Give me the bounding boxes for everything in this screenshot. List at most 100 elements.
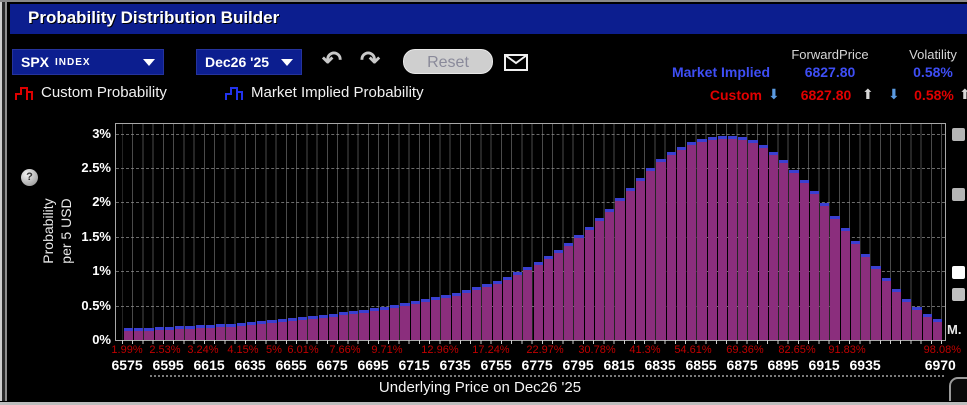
redo-icon[interactable]: ↷	[360, 47, 381, 74]
probability-bar[interactable]	[523, 267, 533, 340]
probability-bar[interactable]	[758, 144, 768, 340]
volatility-down-arrow-icon[interactable]: ⬇	[888, 86, 900, 102]
probability-bar[interactable]	[369, 308, 379, 340]
probability-chart-plot-area[interactable]	[115, 123, 946, 341]
probability-bar[interactable]	[175, 326, 185, 340]
probability-bar[interactable]	[574, 235, 584, 340]
custom-volatility[interactable]: 0.58%	[914, 87, 954, 103]
probability-bar[interactable]	[441, 295, 451, 340]
probability-bar[interactable]	[144, 327, 154, 340]
probability-bar[interactable]	[584, 227, 594, 340]
probability-bar[interactable]	[902, 298, 912, 340]
probability-bar[interactable]	[717, 136, 727, 340]
probability-bar[interactable]	[400, 303, 410, 340]
probability-bar[interactable]	[236, 322, 246, 340]
probability-bar[interactable]	[482, 284, 492, 340]
probability-bar[interactable]	[328, 313, 338, 340]
help-icon[interactable]: ?	[21, 169, 38, 186]
probability-bar[interactable]	[267, 320, 277, 340]
probability-bar[interactable]	[728, 135, 738, 340]
probability-bar[interactable]	[861, 254, 871, 340]
probability-bar[interactable]	[922, 313, 932, 340]
probability-bar[interactable]	[124, 328, 134, 340]
security-dropdown[interactable]: SPX INDEX	[12, 49, 164, 75]
probability-bar[interactable]	[257, 321, 267, 340]
probability-bar[interactable]	[216, 324, 226, 340]
probability-bar[interactable]	[871, 266, 881, 340]
probability-bar[interactable]	[451, 293, 461, 340]
probability-bar[interactable]	[359, 309, 369, 340]
probability-bar[interactable]	[625, 187, 635, 340]
probability-bar[interactable]	[492, 280, 502, 340]
probability-bar[interactable]	[338, 312, 349, 340]
right-edge-handle[interactable]	[952, 288, 965, 301]
probability-bar[interactable]	[850, 240, 861, 340]
probability-bar[interactable]	[308, 316, 318, 340]
probability-bar[interactable]	[553, 249, 564, 340]
probability-bar[interactable]	[830, 215, 840, 340]
probability-bar[interactable]	[891, 289, 902, 340]
probability-bar[interactable]	[697, 139, 707, 340]
probability-bar[interactable]	[195, 325, 205, 340]
probability-bar[interactable]	[768, 151, 779, 340]
probability-bar[interactable]	[318, 315, 328, 340]
probability-bar[interactable]	[410, 301, 420, 340]
right-edge-handle[interactable]	[952, 128, 965, 141]
clipped-corner-button[interactable]	[949, 377, 967, 405]
probability-bar[interactable]	[666, 152, 676, 340]
probability-bar[interactable]	[840, 227, 850, 340]
probability-bar[interactable]	[687, 141, 697, 340]
probability-bar[interactable]	[226, 323, 236, 340]
probability-bar[interactable]	[154, 327, 164, 340]
probability-bar[interactable]	[390, 304, 400, 340]
probability-bar[interactable]	[799, 180, 809, 340]
custom-forward-price[interactable]: 6827.80	[800, 87, 852, 103]
probability-bar[interactable]	[738, 137, 748, 340]
probability-bar[interactable]	[287, 318, 298, 340]
title-bar[interactable]: Probability Distribution Builder	[10, 4, 967, 34]
probability-bar[interactable]	[533, 261, 543, 340]
probability-bar[interactable]	[461, 290, 472, 340]
probability-bar[interactable]	[543, 256, 553, 340]
probability-bar[interactable]	[349, 311, 359, 340]
probability-bar[interactable]	[134, 327, 144, 340]
probability-bar[interactable]	[205, 324, 216, 340]
probability-bar[interactable]	[185, 325, 195, 340]
probability-bar[interactable]	[246, 322, 257, 340]
probability-bar[interactable]	[656, 159, 666, 340]
undo-icon[interactable]: ↶	[322, 47, 343, 74]
probability-bar[interactable]	[594, 218, 605, 340]
probability-bar[interactable]	[932, 319, 942, 340]
forward-price-up-arrow-icon[interactable]: ⬆	[862, 86, 874, 102]
probability-bar[interactable]	[881, 278, 891, 340]
probability-bar[interactable]	[564, 243, 574, 340]
probability-bar[interactable]	[748, 139, 758, 340]
probability-bar[interactable]	[912, 306, 922, 340]
probability-bar[interactable]	[789, 170, 799, 340]
probability-bar[interactable]	[605, 208, 615, 340]
forward-price-down-arrow-icon[interactable]: ⬇	[768, 86, 780, 102]
probability-bar[interactable]	[676, 146, 687, 340]
reset-button[interactable]: Reset	[403, 49, 493, 74]
probability-bar[interactable]	[431, 297, 441, 340]
probability-bar[interactable]	[615, 198, 625, 340]
probability-bar[interactable]	[513, 271, 523, 340]
probability-bar[interactable]	[379, 306, 390, 340]
probability-bar[interactable]	[707, 137, 717, 340]
probability-bar[interactable]	[809, 191, 820, 340]
probability-bar[interactable]	[472, 287, 482, 340]
envelope-icon[interactable]	[504, 54, 528, 76]
right-edge-handle[interactable]	[952, 188, 965, 201]
expiry-dropdown[interactable]: Dec26 '25	[196, 49, 302, 75]
probability-bar[interactable]	[277, 319, 287, 340]
probability-bar[interactable]	[502, 276, 513, 340]
right-edge-handle[interactable]	[952, 266, 965, 279]
probability-bar[interactable]	[779, 160, 789, 340]
probability-bar[interactable]	[164, 326, 175, 340]
probability-bar[interactable]	[420, 299, 431, 340]
probability-bar[interactable]	[635, 177, 646, 340]
probability-bar[interactable]	[298, 317, 308, 340]
volatility-up-arrow-icon[interactable]: ⬆	[959, 86, 967, 103]
probability-bar[interactable]	[820, 203, 830, 340]
probability-bar[interactable]	[646, 168, 656, 340]
